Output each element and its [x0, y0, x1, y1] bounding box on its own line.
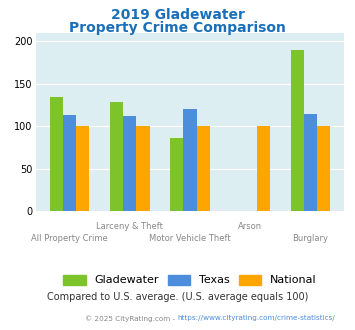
Bar: [170, 138, 183, 211]
Legend: Gladewater, Texas, National: Gladewater, Texas, National: [59, 270, 321, 290]
Bar: [290, 50, 304, 211]
Bar: [183, 109, 197, 211]
Bar: [317, 126, 330, 211]
Bar: [63, 115, 76, 211]
Text: Burglary: Burglary: [293, 234, 328, 243]
Bar: [50, 97, 63, 211]
Bar: [136, 126, 149, 211]
Text: https://www.cityrating.com/crime-statistics/: https://www.cityrating.com/crime-statist…: [178, 315, 335, 321]
Text: 2019 Gladewater: 2019 Gladewater: [110, 8, 245, 22]
Bar: [123, 116, 136, 211]
Text: Arson: Arson: [238, 222, 262, 231]
Bar: [76, 126, 89, 211]
Bar: [257, 126, 270, 211]
Text: Motor Vehicle Theft: Motor Vehicle Theft: [149, 234, 231, 243]
Text: Larceny & Theft: Larceny & Theft: [96, 222, 163, 231]
Text: All Property Crime: All Property Crime: [31, 234, 108, 243]
Bar: [197, 126, 210, 211]
Bar: [110, 102, 123, 211]
Text: © 2025 CityRating.com -: © 2025 CityRating.com -: [85, 315, 178, 322]
Text: Compared to U.S. average. (U.S. average equals 100): Compared to U.S. average. (U.S. average …: [47, 292, 308, 302]
Text: Property Crime Comparison: Property Crime Comparison: [69, 21, 286, 35]
Bar: [304, 114, 317, 211]
